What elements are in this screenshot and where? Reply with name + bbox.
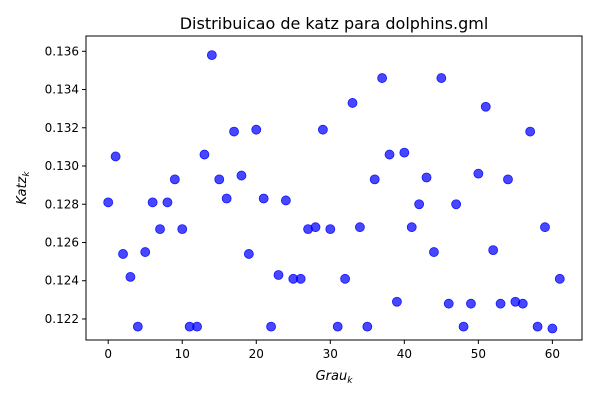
data-point [214, 174, 225, 185]
data-point [503, 174, 513, 185]
y-tick-label: 0.134 [45, 83, 79, 97]
data-point [495, 298, 506, 309]
data-points [103, 50, 565, 334]
data-point [199, 149, 210, 160]
data-point [103, 197, 114, 208]
data-point [355, 222, 365, 233]
data-point [340, 273, 351, 284]
data-point [118, 249, 128, 259]
data-point [229, 126, 239, 137]
y-tick-label: 0.136 [45, 44, 79, 58]
data-point [392, 296, 402, 307]
data-point [517, 298, 528, 309]
x-tick-label: 40 [397, 347, 412, 361]
data-point [421, 172, 432, 183]
data-point [369, 174, 380, 185]
data-point [362, 321, 373, 332]
data-point [177, 224, 188, 235]
data-point [325, 224, 336, 235]
data-point [236, 170, 247, 181]
data-point [169, 174, 180, 185]
data-point [473, 168, 484, 179]
data-point [377, 73, 388, 83]
x-tick-label: 30 [323, 347, 338, 361]
data-point [280, 195, 291, 206]
x-tick-label: 0 [104, 347, 112, 361]
data-point [132, 321, 143, 332]
x-tick-label: 50 [471, 347, 486, 361]
data-point [532, 321, 543, 332]
data-point [554, 273, 565, 284]
data-point [295, 273, 306, 284]
data-point [384, 149, 395, 160]
data-point [206, 50, 217, 61]
data-point [525, 126, 536, 137]
data-point [332, 321, 343, 332]
data-point [429, 247, 439, 257]
data-point [243, 249, 254, 259]
data-point [488, 245, 499, 256]
data-point [251, 124, 262, 135]
data-point [266, 321, 276, 332]
x-tick-label: 60 [545, 347, 560, 361]
data-point [347, 98, 358, 108]
data-point [140, 247, 151, 257]
data-point [155, 224, 165, 235]
data-point [399, 147, 410, 158]
data-point [547, 323, 558, 334]
y-tick-label: 0.130 [45, 159, 79, 173]
y-tick-label: 0.124 [45, 274, 79, 288]
data-point [162, 197, 173, 208]
data-point [451, 199, 462, 210]
x-tick-label: 20 [249, 347, 264, 361]
data-point [317, 124, 328, 135]
data-point [125, 272, 136, 282]
x-axis-ticks: 0 10 20 30 40 50 60 [104, 340, 560, 361]
data-point [458, 321, 469, 332]
data-point [540, 222, 550, 233]
data-point [147, 197, 158, 208]
y-tick-label: 0.122 [45, 312, 79, 326]
data-point [192, 321, 202, 332]
x-tick-label: 10 [175, 347, 190, 361]
data-point [443, 298, 454, 309]
chart-title: Distribuicao de katz para dolphins.gml [180, 14, 489, 33]
y-tick-label: 0.126 [45, 235, 79, 249]
data-point [110, 151, 121, 162]
data-point [221, 193, 232, 204]
data-point [414, 199, 425, 210]
y-tick-label: 0.128 [45, 197, 79, 211]
y-axis-label: Katzk [15, 171, 32, 205]
data-point [406, 222, 417, 233]
data-point [258, 193, 269, 204]
data-point [310, 222, 321, 233]
data-point [273, 270, 284, 280]
plot-area [85, 35, 583, 341]
y-tick-label: 0.132 [45, 121, 79, 135]
y-axis-ticks: 0.122 0.124 0.126 0.128 0.130 0.132 0.134 0.136 [45, 44, 86, 326]
x-axis-label: Grauk [316, 369, 354, 386]
data-point [466, 298, 476, 309]
data-point [480, 101, 491, 112]
data-point [436, 73, 447, 83]
